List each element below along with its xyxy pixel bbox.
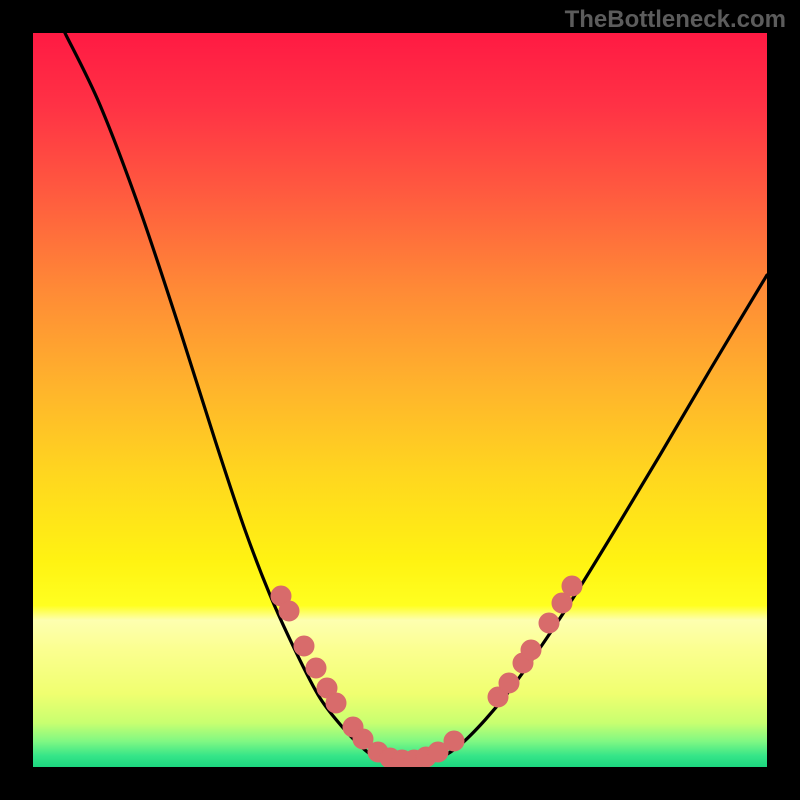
- data-marker: [306, 658, 326, 678]
- data-marker: [539, 613, 559, 633]
- chart-svg: [0, 0, 800, 800]
- data-marker: [499, 673, 519, 693]
- data-marker: [444, 731, 464, 751]
- data-marker: [326, 693, 346, 713]
- marker-group: [271, 576, 582, 770]
- bottleneck-curve: [65, 33, 767, 766]
- data-marker: [521, 640, 541, 660]
- watermark-text: TheBottleneck.com: [565, 6, 786, 34]
- data-marker: [294, 636, 314, 656]
- data-marker: [562, 576, 582, 596]
- data-marker: [279, 601, 299, 621]
